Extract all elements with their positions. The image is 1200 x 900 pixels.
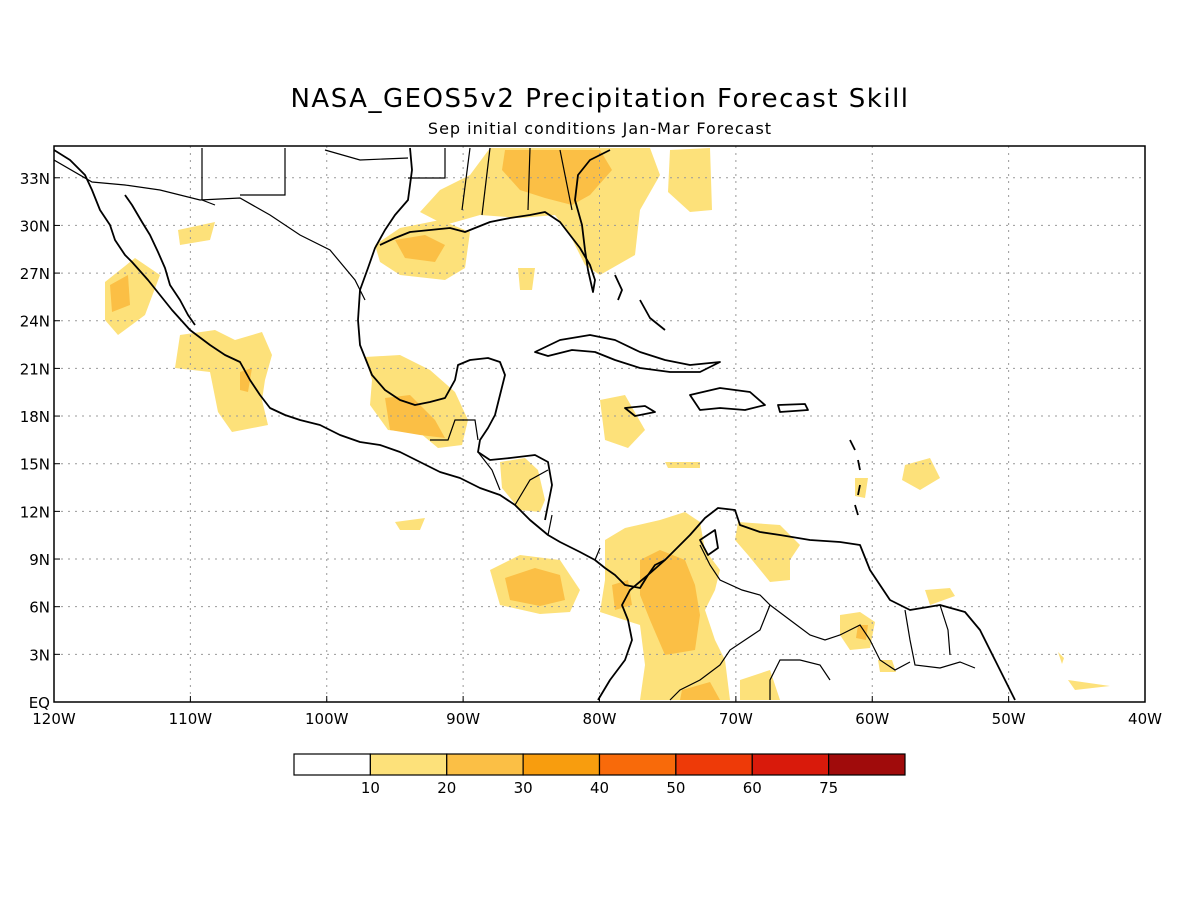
- lon-label: 60W: [855, 710, 889, 728]
- lat-label: EQ: [29, 694, 50, 712]
- colorbar-swatch: [293, 753, 371, 776]
- colorbar-label: 20: [437, 779, 456, 797]
- lat-label: 27N: [20, 265, 50, 283]
- colorbar-label: 50: [666, 779, 685, 797]
- lat-label: 15N: [20, 456, 50, 474]
- lat-label: 18N: [20, 408, 50, 426]
- colorbar-swatch: [446, 753, 524, 776]
- lat-label: 33N: [20, 170, 50, 188]
- lon-label: 90W: [446, 710, 480, 728]
- lon-label: 80W: [583, 710, 617, 728]
- lon-label: 110W: [169, 710, 213, 728]
- coastlines: [54, 147, 1016, 701]
- colorbar-label: 40: [590, 779, 609, 797]
- colorbar-swatch: [369, 753, 448, 776]
- colorbar-swatch: [751, 753, 830, 776]
- lon-label: 120W: [32, 710, 76, 728]
- lat-label: 24N: [20, 313, 50, 331]
- colorbar-swatch: [522, 753, 601, 776]
- lat-label: 9N: [29, 551, 50, 569]
- map-subtitle: Sep initial conditions Jan-Mar Forecast: [427, 119, 773, 138]
- colorbar-label: 30: [514, 779, 533, 797]
- colorbar-swatch: [598, 753, 677, 776]
- lat-label: 12N: [20, 503, 50, 521]
- colorbar-label: 60: [743, 779, 762, 797]
- lat-label: 21N: [20, 360, 50, 378]
- lat-label: 3N: [29, 646, 50, 664]
- colorbar-label: 10: [361, 779, 380, 797]
- lat-label: 30N: [20, 217, 50, 235]
- graticule: [54, 146, 1145, 702]
- lat-label: 6N: [29, 599, 50, 617]
- lon-label: 70W: [719, 710, 753, 728]
- skill-shading: [105, 148, 1110, 700]
- colorbar-swatch: [828, 753, 906, 776]
- lon-label: 100W: [305, 710, 349, 728]
- colorbar-label: 75: [819, 779, 838, 797]
- colorbar: 10 20 30 40 50 60 75: [293, 753, 906, 797]
- map-title: NASA_GEOS5v2 Precipitation Forecast Skil…: [290, 84, 910, 114]
- colorbar-swatch: [675, 753, 753, 776]
- lon-label: 50W: [992, 710, 1026, 728]
- lon-label: 40W: [1128, 710, 1162, 728]
